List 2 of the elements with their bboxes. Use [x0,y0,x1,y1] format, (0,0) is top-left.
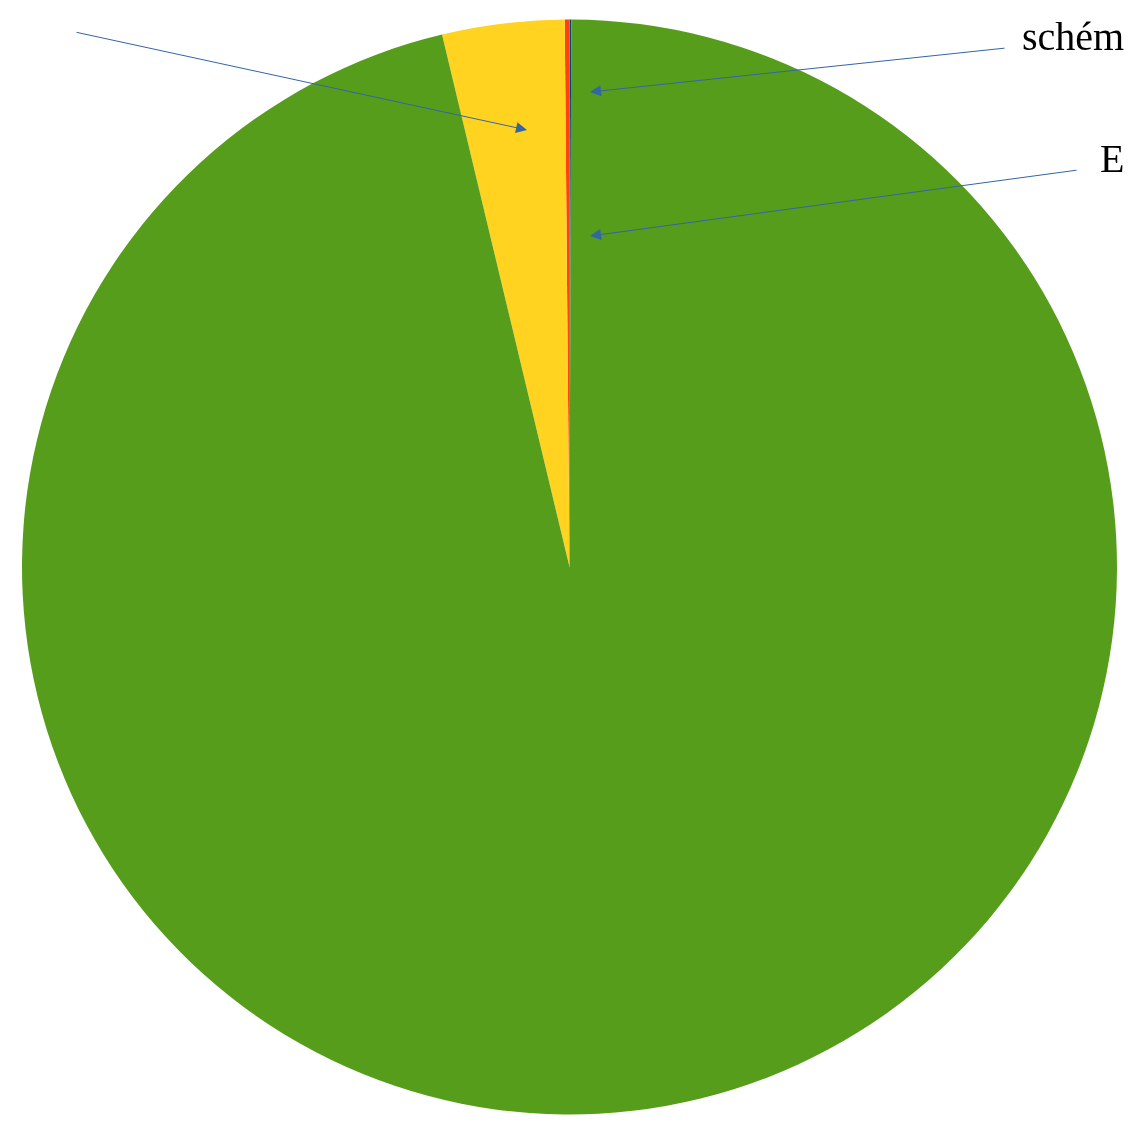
text: schém [1022,14,1125,59]
text: E [1100,136,1125,181]
